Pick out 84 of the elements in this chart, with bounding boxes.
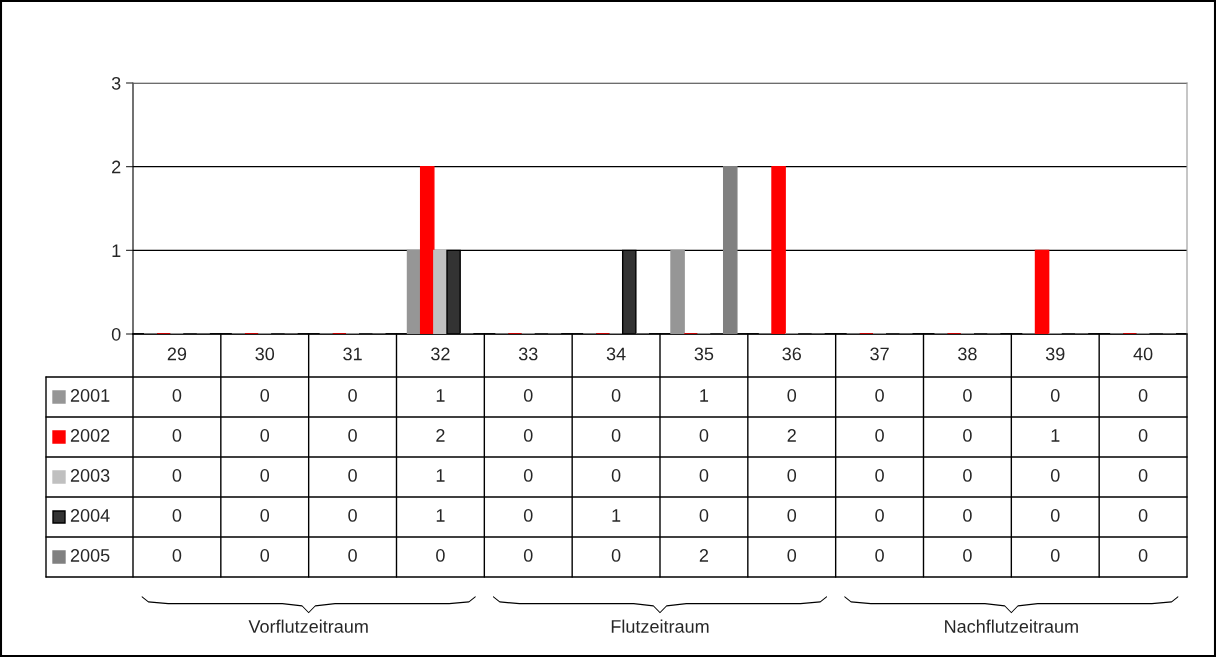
data-label: 2 [436,429,445,442]
x-tick-label: 34 [606,347,626,361]
legend-label: 2005 [70,549,110,562]
data-label: 0 [963,429,972,442]
data-label: 0 [260,509,270,522]
data-label: 0 [348,509,357,522]
legend-label: 2003 [70,469,110,482]
data-label: 0 [963,549,972,562]
text: Nachflutzeitraum [945,619,1078,633]
data-label: 0 [172,469,182,482]
y-tick-label: 1 [112,244,121,257]
x-tick-label: 32 [431,347,450,361]
data-label: 0 [260,549,270,562]
x-tick-label: 36 [782,347,801,361]
y-tick-label: 3 [111,76,121,90]
text: Flutzeitraum [611,619,709,633]
data-label: 0 [1050,509,1060,522]
data-label: 0 [260,389,270,402]
data-label: 0 [875,549,884,562]
data-label: 0 [875,469,884,482]
data-label: 1 [436,469,445,482]
x-tick-label: 30 [255,347,275,361]
data-label: 0 [787,509,797,522]
data-label: 0 [172,389,182,402]
legend-label: 2001 [70,389,110,402]
text: Vorflutzeitraum [248,619,368,633]
x-tick-label: 33 [518,347,538,361]
data-label: 0 [172,549,182,562]
x-tick-label: 37 [870,347,889,361]
data-label: 0 [875,389,884,402]
data-label: 1 [1051,429,1060,442]
data-label: 0 [787,389,797,402]
data-label: 0 [1050,549,1060,562]
legend-label: 2002 [70,429,110,442]
y-tick-label: 0 [111,327,121,341]
data-label: 0 [523,429,533,442]
data-label: 2 [787,429,796,442]
data-label: 0 [348,469,357,482]
data-label: 1 [436,389,445,402]
data-label: 0 [523,509,533,522]
x-tick-label: 39 [1045,347,1065,361]
data-label: 0 [523,549,533,562]
data-label: 0 [1138,429,1148,442]
data-label: 0 [611,469,621,482]
y-tick-label: 2 [112,160,121,174]
legend-label: 2004 [70,509,110,522]
data-label: 0 [699,509,709,522]
data-label: 0 [172,429,182,442]
data-label: 0 [787,549,797,562]
data-label: 0 [523,389,533,402]
data-label: 0 [348,389,357,402]
data-label: 0 [1138,389,1148,402]
data-label: 0 [611,549,621,562]
data-label: 0 [611,389,621,402]
data-label: 0 [260,429,270,442]
data-label: 0 [963,389,972,402]
data-label: 0 [963,469,972,482]
x-tick-label: 38 [958,347,977,361]
data-label: 0 [523,469,533,482]
data-label: 0 [1050,389,1060,402]
x-tick-label: 35 [694,347,714,361]
data-label: 0 [436,549,445,562]
data-label: 0 [611,429,621,442]
data-label: 0 [172,509,182,522]
data-label: 0 [348,429,357,442]
data-label: 0 [875,429,884,442]
data-label: 2 [699,549,709,562]
data-label: 0 [1138,509,1148,522]
data-label: 1 [700,389,709,402]
data-label: 1 [612,509,621,522]
x-tick-label: 40 [1133,347,1153,361]
data-label: 0 [348,549,357,562]
data-label: 0 [260,469,270,482]
x-tick-label: 29 [167,347,187,361]
data-label: 0 [699,429,709,442]
data-label: 0 [787,469,797,482]
data-label: 0 [875,509,884,522]
data-label: 1 [436,509,445,522]
data-label: 0 [1050,469,1060,482]
data-label: 0 [963,509,972,522]
data-label: 0 [1138,549,1148,562]
data-label: 0 [699,469,709,482]
data-label: 0 [1138,469,1148,482]
x-tick-label: 31 [343,347,362,361]
